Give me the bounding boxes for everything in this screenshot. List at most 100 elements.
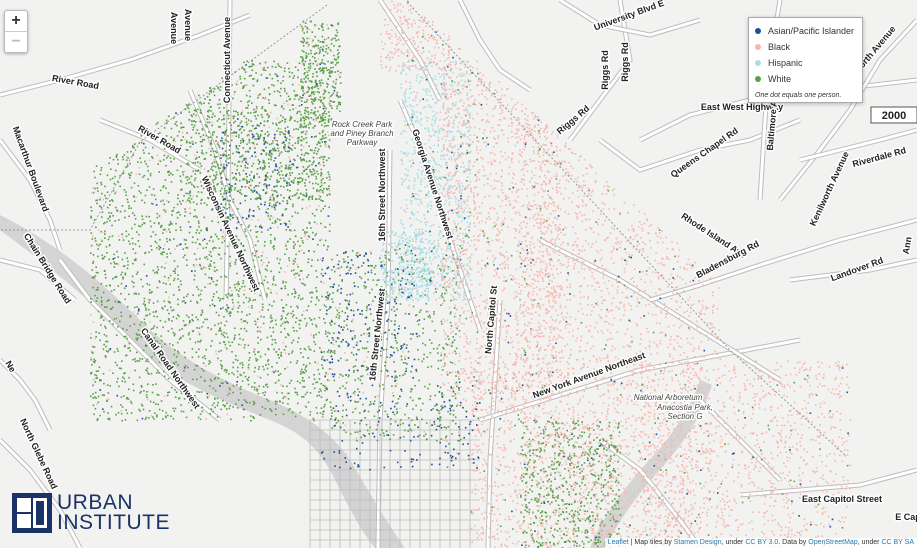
population-dot: [200, 191, 203, 194]
population-dot: [180, 180, 182, 182]
population-dot: [355, 301, 358, 304]
population-dot: [269, 196, 272, 199]
population-dot: [576, 542, 578, 545]
population-dot: [180, 283, 182, 286]
population-dot: [145, 394, 148, 396]
population-dot: [289, 408, 291, 410]
population-dot: [173, 279, 175, 282]
population-dot: [365, 309, 368, 312]
population-dot: [329, 401, 332, 404]
population-dot: [544, 528, 546, 531]
population-dot: [308, 348, 311, 350]
population-dot: [403, 435, 405, 438]
population-dot: [309, 414, 311, 416]
population-dot: [132, 242, 134, 245]
population-dot: [333, 89, 336, 92]
population-dot: [189, 195, 192, 197]
population-dot: [186, 179, 189, 181]
population-dot: [272, 246, 274, 248]
population-dot: [182, 335, 184, 337]
population-dot: [313, 341, 315, 343]
population-dot: [194, 158, 197, 160]
population-dot: [224, 190, 226, 192]
population-dot: [456, 266, 459, 269]
population-dot: [444, 362, 446, 365]
population-dot: [295, 128, 297, 130]
population-dot: [108, 417, 111, 420]
population-dot: [607, 465, 610, 467]
population-dot: [240, 165, 242, 167]
population-dot: [133, 306, 136, 309]
population-dot: [209, 175, 211, 178]
road: [0, 438, 82, 548]
population-dot: [223, 88, 226, 90]
population-dot: [216, 397, 219, 400]
population-dot: [274, 319, 277, 322]
population-dot: [103, 222, 105, 225]
population-dot: [237, 366, 239, 369]
population-dot: [256, 388, 259, 391]
population-dot: [532, 471, 534, 474]
population-dot: [320, 117, 322, 120]
population-dot: [227, 162, 230, 164]
population-dot: [551, 460, 553, 463]
population-dot: [175, 222, 177, 225]
population-dot: [289, 98, 292, 100]
population-dot: [336, 53, 339, 56]
population-dot: [164, 228, 166, 231]
population-dot: [211, 116, 213, 118]
population-dot: [217, 238, 220, 240]
population-dot: [109, 219, 111, 222]
population-dot: [558, 453, 560, 455]
population-dot: [125, 235, 128, 238]
population-dot: [313, 374, 315, 376]
population-dot: [284, 253, 286, 255]
population-dot: [95, 377, 97, 380]
population-dot: [325, 187, 328, 190]
population-dot: [226, 190, 228, 192]
population-dot: [287, 293, 289, 296]
population-dot: [92, 404, 95, 407]
population-dot: [316, 75, 318, 77]
population-dot: [338, 311, 340, 314]
population-dot: [109, 348, 112, 350]
population-dot: [107, 412, 109, 414]
population-dot: [569, 540, 571, 543]
population-dot: [338, 103, 340, 105]
population-dot: [616, 533, 618, 535]
population-dot: [193, 179, 196, 182]
population-dot: [307, 305, 310, 307]
population-dot: [275, 139, 277, 141]
population-dot: [573, 466, 575, 469]
population-dot: [607, 511, 609, 513]
population-dot: [602, 493, 604, 496]
population-dot: [553, 536, 555, 538]
population-dot: [213, 266, 216, 269]
population-dot: [267, 207, 269, 210]
population-dot: [460, 438, 462, 441]
population-dot: [330, 50, 333, 53]
population-dot: [117, 256, 119, 258]
population-dot: [235, 355, 237, 357]
population-dot: [328, 308, 330, 310]
population-dot: [558, 511, 561, 513]
population-dot: [542, 442, 545, 444]
population-dot: [189, 207, 191, 210]
population-dot: [391, 385, 393, 387]
population-dot: [193, 368, 196, 371]
population-dot: [297, 341, 299, 343]
population-dot: [266, 295, 268, 297]
population-dot: [186, 163, 188, 165]
population-dot: [296, 305, 298, 307]
population-dot: [183, 366, 186, 369]
population-dot: [281, 317, 283, 320]
population-dot: [301, 379, 304, 382]
population-dot: [329, 285, 332, 288]
population-dot: [301, 49, 304, 52]
population-dot: [209, 329, 212, 331]
population-dot: [578, 468, 581, 471]
population-dot: [438, 412, 441, 414]
population-dot: [270, 270, 272, 273]
population-dot: [240, 82, 242, 84]
population-dot: [309, 65, 312, 67]
